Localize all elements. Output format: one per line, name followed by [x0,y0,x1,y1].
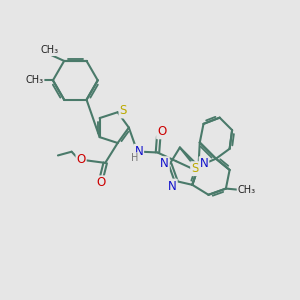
Text: CH₃: CH₃ [40,45,58,55]
Text: S: S [119,104,127,118]
Text: O: O [76,153,86,166]
Text: N: N [160,157,169,170]
Text: O: O [157,125,166,138]
Text: N: N [168,180,177,193]
Text: CH₃: CH₃ [26,75,44,85]
Text: H: H [131,153,139,163]
Text: O: O [97,176,106,189]
Text: S: S [191,162,199,175]
Text: N: N [134,145,143,158]
Text: CH₃: CH₃ [238,185,256,195]
Text: N: N [200,157,208,170]
